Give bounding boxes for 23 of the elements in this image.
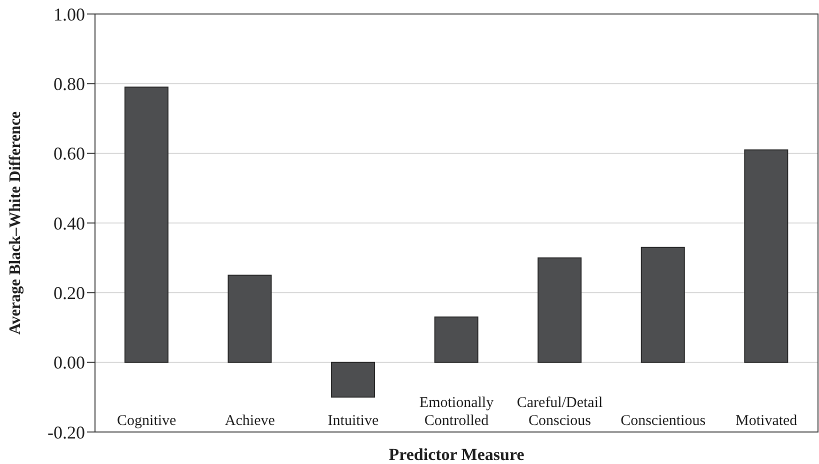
bar [640, 246, 685, 363]
x-tick-label: Achieve [224, 413, 276, 429]
bar [744, 149, 788, 363]
bar [434, 316, 478, 363]
y-tick-label: 0.40 [54, 213, 85, 234]
x-tick-label: Careful/Detail Conscious [516, 395, 603, 429]
y-axis-title: Average Black–White Difference [7, 111, 24, 335]
y-tick-label: 0.60 [54, 144, 85, 164]
x-tick-label: Conscientious [620, 413, 706, 429]
x-tick-label: Emotionally Controlled [419, 395, 494, 429]
x-tick-label: Intuitive [328, 413, 379, 429]
x-axis-title: Predictor Measure [388, 445, 525, 464]
y-tick-label: 1.00 [54, 4, 85, 24]
y-tick-label: 0.80 [54, 74, 85, 94]
y-tick-label: 0.20 [54, 283, 85, 304]
bar [228, 274, 272, 363]
x-tick-label: Motivated [736, 413, 798, 429]
y-tick-label: 0.00 [54, 352, 85, 373]
bar [124, 86, 168, 363]
y-tick-label: -0.20 [48, 422, 85, 442]
bar [331, 362, 376, 398]
bar [538, 257, 582, 363]
x-tick-label: Cognitive [117, 413, 177, 429]
